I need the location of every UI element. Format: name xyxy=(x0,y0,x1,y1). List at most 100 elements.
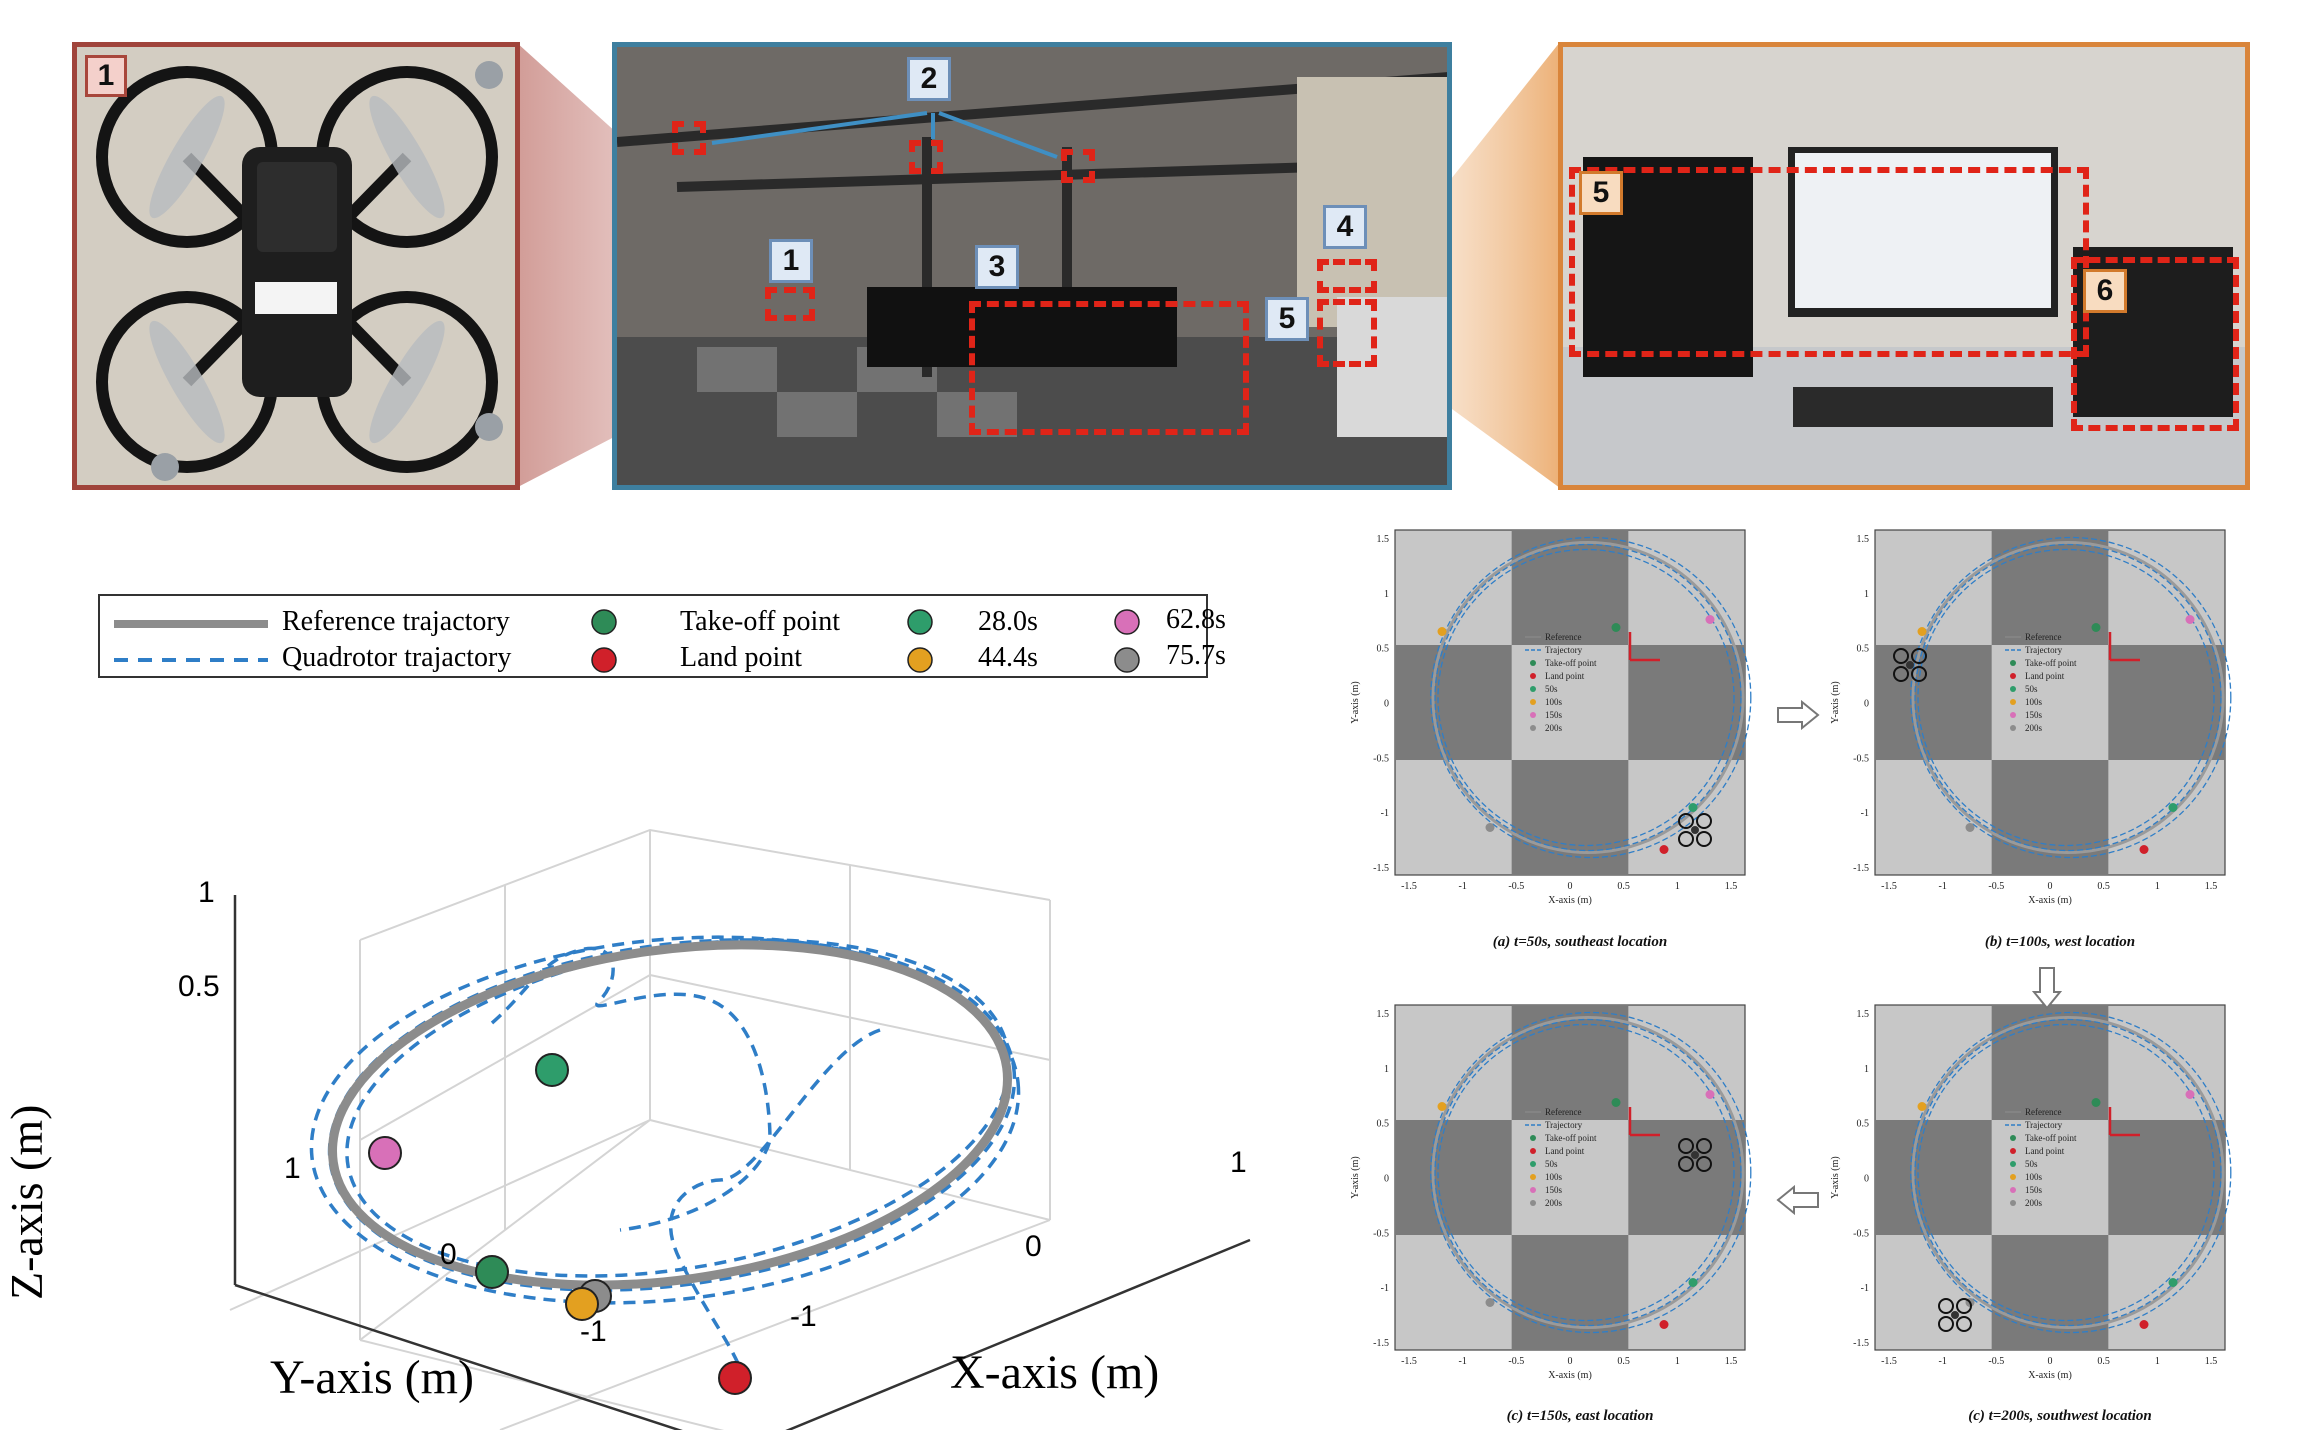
y-tick: -1.5 xyxy=(1373,1338,1389,1349)
legend-entry: Land point xyxy=(2025,671,2065,681)
legend-entry: Reference xyxy=(2025,1107,2061,1117)
legend-t4-label: 75.7s xyxy=(1166,640,1226,671)
y-axis-label: Y-axis (m) xyxy=(1830,1156,1841,1199)
y-tick: -1.5 xyxy=(1853,1338,1869,1349)
y-axis-label: Y-axis (m) xyxy=(1350,1156,1361,1199)
x-tick: -1.5 xyxy=(1401,881,1417,892)
legend-entry: 200s xyxy=(1545,723,1563,733)
camera-box-2 xyxy=(909,140,943,174)
time-marker xyxy=(1688,1278,1698,1287)
y-tick: 0 xyxy=(1384,699,1389,710)
z-tick-1: 1 xyxy=(198,876,215,909)
x-axis-label: X-axis (m) xyxy=(1548,895,1592,906)
legend-entry: 50s xyxy=(2025,684,2038,694)
snapshot-panel-d: 1.5 1 0.5 0 -0.5 -1 -1.5 -1.5 -1 -0.5 0 0.5 1 1.5 X-ax… xyxy=(1820,995,2260,1435)
legend-entry: Land point xyxy=(1545,1146,1585,1156)
plot-3d-canvas xyxy=(229,828,1251,1430)
floor-tile xyxy=(1395,645,1512,760)
x-tick: -1 xyxy=(1458,1356,1466,1367)
trajectory-loop xyxy=(1914,543,2222,852)
drone-photo: 1 xyxy=(72,42,520,490)
floor-tile xyxy=(1991,530,2109,645)
legend-takeoff: Take-off point xyxy=(680,606,841,637)
marker-land xyxy=(718,1361,752,1395)
legend-entry: Trajectory xyxy=(2025,645,2063,655)
legend-entry: 150s xyxy=(2025,710,2043,720)
plot-legend: Reference trajactory Quadrotor trajactor… xyxy=(98,594,1208,678)
drone-icon xyxy=(1678,813,1712,847)
time-marker xyxy=(1705,1090,1715,1099)
x-tick: 0.5 xyxy=(1617,881,1630,892)
time-marker xyxy=(2139,1320,2149,1329)
trajectory-loop xyxy=(1910,536,2232,859)
x-tick: 1 xyxy=(2155,1356,2160,1367)
marker-t3 xyxy=(368,1136,402,1170)
y-tick: -1 xyxy=(1381,808,1389,819)
arrow-left xyxy=(1776,1185,1819,1215)
x-tick: 1 xyxy=(2155,881,2160,892)
reference-circle xyxy=(1911,541,2225,854)
trajectory-loop xyxy=(1430,1011,1752,1334)
legend-t3-label: 62.8s xyxy=(1166,604,1226,635)
caption-a: (a) t=50s, southeast location xyxy=(1492,934,1668,950)
trajectory-loop xyxy=(1917,1023,2215,1322)
y-tick: 0.5 xyxy=(1377,644,1390,655)
arena-photo: 2 1 3 4 5 xyxy=(612,42,1452,490)
reference-circle xyxy=(1431,1016,1745,1329)
legend-entry: Land point xyxy=(1545,671,1585,681)
legend-t1: 28.0s xyxy=(978,606,1038,637)
reference-trajectory xyxy=(328,940,1012,1290)
time-marker xyxy=(1611,1098,1621,1107)
y-tick: 1.5 xyxy=(1857,534,1870,545)
floor-tile xyxy=(1628,645,1745,760)
time-marker xyxy=(2185,1090,2195,1099)
arena-illustration xyxy=(617,47,1447,485)
y-tick: 0.5 xyxy=(1857,644,1870,655)
arena-tag-3: 3 xyxy=(975,245,1019,289)
time-marker xyxy=(1485,1298,1495,1307)
y-tick: 1 xyxy=(1864,1064,1869,1075)
legend-entry: 150s xyxy=(1545,1185,1563,1195)
y-tick-1: 1 xyxy=(284,1152,301,1185)
floor-tile xyxy=(2108,1120,2225,1235)
time-marker xyxy=(1485,823,1495,832)
marker-t2 xyxy=(565,1287,599,1321)
y-tick: -0.5 xyxy=(1373,753,1389,764)
floor-tile xyxy=(2108,645,2225,760)
x-axis-label: X-axis (m) xyxy=(950,1346,1160,1399)
legend-entry: Reference xyxy=(1545,632,1581,642)
floor-tile xyxy=(1511,1235,1629,1350)
legend-entry: 100s xyxy=(2025,1172,2043,1182)
legend-quadrotor: Quadrotor trajactory xyxy=(282,642,512,673)
desk-photo: 5 6 xyxy=(1558,42,2250,490)
legend-entry: Take-off point xyxy=(1545,1133,1597,1143)
legend-reference: Reference trajactory xyxy=(282,606,510,637)
trajectory-loop xyxy=(1434,1018,1742,1327)
arena-tag-2: 2 xyxy=(907,57,951,101)
x-tick: 1.5 xyxy=(2205,1356,2218,1367)
x-tick: 0.5 xyxy=(2097,881,2110,892)
marker-takeoff xyxy=(475,1255,509,1289)
time-marker xyxy=(1688,803,1698,812)
legend-entry: 50s xyxy=(2025,1159,2038,1169)
z-tick-05: 0.5 xyxy=(178,970,220,1003)
legend-entry: 50s xyxy=(1545,1159,1558,1169)
x-tick: -1 xyxy=(1938,881,1946,892)
trajectory-loop xyxy=(1430,536,1752,859)
caption-b: (b) t=100s, west location xyxy=(1984,934,2136,950)
y-tick: -1.5 xyxy=(1853,863,1869,874)
trajectory-loop xyxy=(1917,548,2215,847)
trajectory-loop xyxy=(1914,1018,2222,1327)
x-axis-label: X-axis (m) xyxy=(2028,1370,2072,1381)
desk-tag-5: 5 xyxy=(1579,171,1623,215)
time-marker xyxy=(2168,803,2178,812)
monitor-box xyxy=(969,301,1249,435)
router-box xyxy=(1317,259,1377,293)
x-tick-0: 0 xyxy=(1025,1230,1042,1263)
y-tick: -0.5 xyxy=(1373,1228,1389,1239)
legend-entry: 100s xyxy=(1545,697,1563,707)
time-marker xyxy=(1437,1102,1447,1111)
desktop-pc-box xyxy=(1569,167,2089,357)
x-tick: 0 xyxy=(2048,881,2053,892)
marker-t1 xyxy=(535,1053,569,1087)
